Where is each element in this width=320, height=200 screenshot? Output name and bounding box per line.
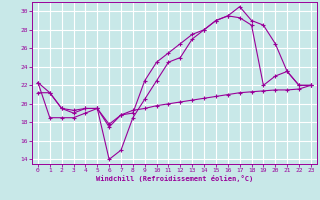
X-axis label: Windchill (Refroidissement éolien,°C): Windchill (Refroidissement éolien,°C) bbox=[96, 175, 253, 182]
